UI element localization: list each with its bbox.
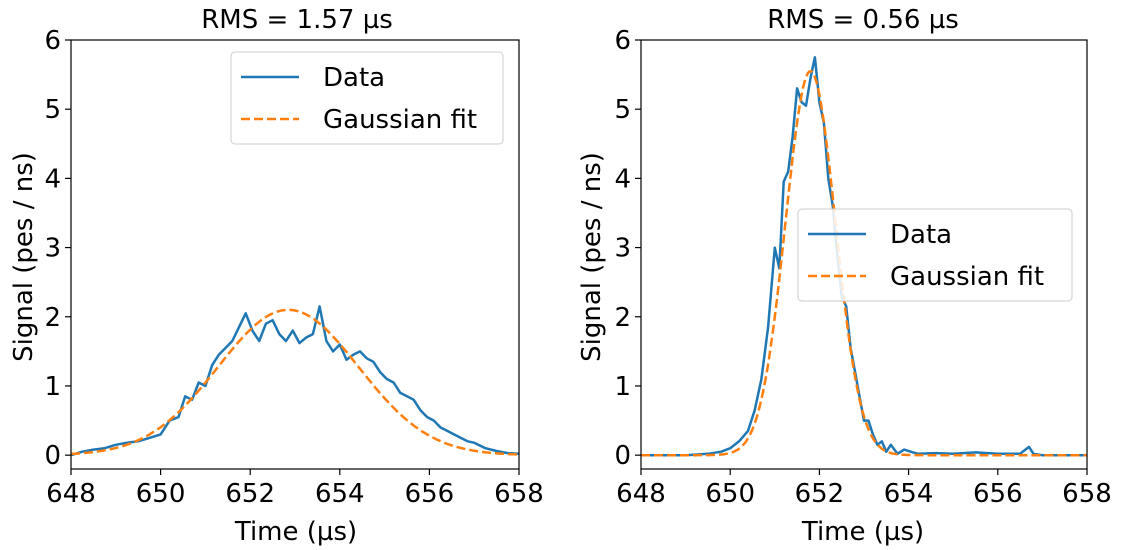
gaussian-fit-line xyxy=(641,69,1087,457)
x-tick-label: 650 xyxy=(705,479,755,509)
y-tick-label: 1 xyxy=(44,372,61,402)
series-group xyxy=(71,305,519,457)
x-tick-label: 654 xyxy=(315,479,365,509)
chart-panel-left: RMS = 1.57 µs Time (µs) Signal (pes / ns… xyxy=(9,5,544,547)
x-tick-label: 658 xyxy=(494,479,544,509)
plot-area: 648 650 652 654 656 658 0 1 2 3 4 5 6 Data Gaussian fi… xyxy=(44,26,543,509)
legend-label: Gaussian fit xyxy=(323,105,477,135)
y-tick-label: 3 xyxy=(614,234,631,264)
y-tick-label: 5 xyxy=(614,95,631,125)
y-tick-label: 6 xyxy=(44,26,61,56)
y-tick-label: 5 xyxy=(44,95,61,125)
chart-panel-right: RMS = 0.56 µs Time (µs) Signal (pes / ns… xyxy=(577,5,1112,547)
y-tick-label: 3 xyxy=(44,234,61,264)
x-tick-label: 650 xyxy=(136,479,186,509)
legend-label: Data xyxy=(890,220,952,250)
y-axis-label: Signal (pes / ns) xyxy=(577,152,607,362)
gaussian-fit-line xyxy=(71,308,519,456)
x-tick-label: 648 xyxy=(616,479,666,509)
chart-title: RMS = 1.57 µs xyxy=(201,5,393,35)
y-tick-label: 1 xyxy=(614,372,631,402)
x-tick-label: 648 xyxy=(46,479,96,509)
x-tick-label: 652 xyxy=(795,479,845,509)
data-line xyxy=(71,305,519,457)
legend-box xyxy=(797,208,1073,302)
x-tick-label: 656 xyxy=(405,479,455,509)
axes-frame xyxy=(640,39,1088,470)
legend-box xyxy=(230,51,504,145)
y-axis-label: Signal (pes / ns) xyxy=(9,152,39,362)
legend-label: Gaussian fit xyxy=(890,262,1044,292)
legend: Data Gaussian fit xyxy=(797,208,1073,302)
x-tick-label: 658 xyxy=(1062,479,1112,509)
x-tick-label: 656 xyxy=(973,479,1023,509)
y-tick-label: 4 xyxy=(44,164,61,194)
y-tick-label: 0 xyxy=(614,441,631,471)
x-tick-label: 652 xyxy=(225,479,275,509)
y-tick-label: 0 xyxy=(44,441,61,471)
axes-frame xyxy=(70,39,520,470)
y-tick-label: 2 xyxy=(44,303,61,333)
y-tick-label: 2 xyxy=(614,303,631,333)
y-tick-label: 4 xyxy=(614,164,631,194)
x-axis-label: Time (µs) xyxy=(234,517,357,547)
y-tick-label: 6 xyxy=(614,26,631,56)
x-tick-label: 654 xyxy=(884,479,934,509)
x-axis-label: Time (µs) xyxy=(801,517,924,547)
plot-area: 648 650 652 654 656 658 0 1 2 3 4 5 6 Data Gaussian fi… xyxy=(614,26,1111,509)
chart-title: RMS = 0.56 µs xyxy=(767,5,959,35)
legend: Data Gaussian fit xyxy=(230,51,504,145)
legend-label: Data xyxy=(323,63,385,93)
